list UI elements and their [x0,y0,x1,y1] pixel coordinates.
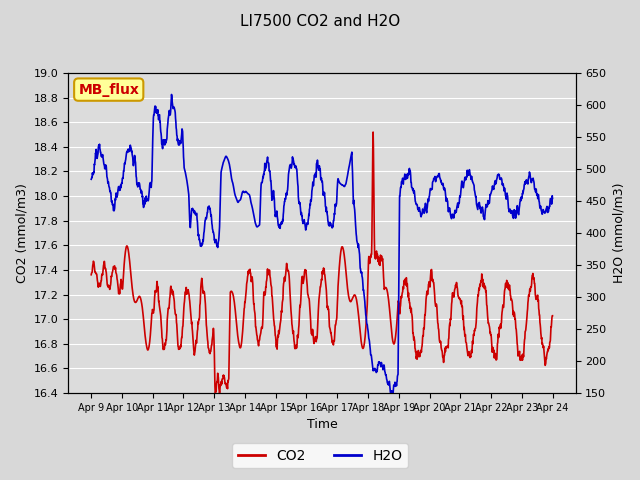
Text: LI7500 CO2 and H2O: LI7500 CO2 and H2O [240,14,400,29]
Y-axis label: CO2 (mmol/m3): CO2 (mmol/m3) [15,183,28,283]
Y-axis label: H2O (mmol/m3): H2O (mmol/m3) [612,183,625,283]
X-axis label: Time: Time [307,419,337,432]
Text: MB_flux: MB_flux [78,83,139,96]
Legend: CO2, H2O: CO2, H2O [232,443,408,468]
